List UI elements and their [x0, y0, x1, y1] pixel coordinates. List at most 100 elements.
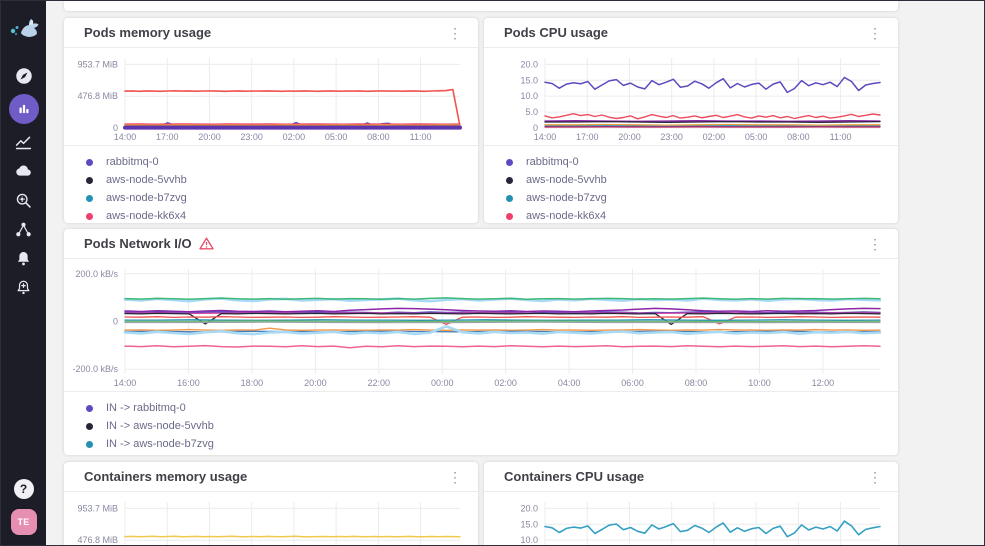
svg-text:00:00: 00:00	[431, 378, 454, 388]
svg-text:12:00: 12:00	[812, 378, 835, 388]
containers-memory-chart[interactable]: 14:0017:0020:0023:0002:0005:0008:0011:00…	[64, 492, 478, 545]
svg-text:10.0: 10.0	[520, 535, 538, 545]
card-title: Pods memory usage	[84, 25, 212, 40]
card-title: Containers memory usage	[84, 469, 248, 484]
legend-label: aws-node-5vvhb	[526, 174, 607, 186]
legend-item[interactable]: IN -> rabbitmq-0	[86, 399, 898, 417]
svg-text:11:00: 11:00	[410, 132, 432, 142]
legend-item[interactable]: rabbitmq-0	[86, 153, 478, 171]
card-header: Pods memory usage ⋮	[64, 18, 478, 48]
user-avatar[interactable]: TE	[10, 509, 37, 535]
legend-color-dot	[86, 212, 93, 220]
sidebar: ? TE	[1, 1, 46, 545]
card-pods-network-io: Pods Network I/O ⋮ 14:00 16:00 18:00 20:00 2…	[64, 229, 898, 455]
kebab-menu-icon[interactable]: ⋮	[864, 235, 886, 253]
legend-item[interactable]: aws-node-5vvhb	[86, 171, 478, 189]
svg-text:16:00: 16:00	[177, 378, 200, 388]
svg-text:08:00: 08:00	[367, 132, 390, 142]
legend-color-dot	[506, 194, 513, 202]
card-header: Containers CPU usage ⋮	[484, 462, 898, 492]
legend-label: aws-node-5vvhb	[106, 174, 187, 186]
legend-label: aws-node-b7zvg	[526, 192, 607, 204]
legend-label: IN -> rabbitmq-0	[106, 402, 186, 414]
legend-item[interactable]: rabbitmq-0	[506, 153, 898, 171]
sidebar-item-cloud[interactable]	[9, 160, 39, 182]
legend-color-dot	[506, 212, 513, 220]
svg-text:11:00: 11:00	[830, 132, 852, 142]
svg-text:10.0: 10.0	[520, 91, 538, 101]
pods-cpu-chart[interactable]: 14:00 17:00 20:00 23:00 02:00 05:00 08:00 11:00…	[484, 48, 898, 145]
help-button[interactable]: ?	[13, 479, 34, 499]
pods-network-io-chart[interactable]: 14:00 16:00 18:00 20:00 22:00 00:00 02:00 04:00…	[64, 259, 898, 391]
sidebar-item-overview[interactable]	[9, 65, 39, 87]
kebab-menu-icon[interactable]: ⋮	[444, 468, 466, 486]
svg-text:14:00: 14:00	[534, 132, 557, 142]
legend-color-dot	[86, 158, 93, 166]
legend-item[interactable]: IN -> aws-node-b7zvg	[86, 435, 898, 453]
kebab-menu-icon[interactable]: ⋮	[864, 468, 886, 486]
svg-text:08:00: 08:00	[685, 378, 708, 388]
dashboard-main: Pods memory usage ⋮ 14:00 17:00 20:00 23:00…	[46, 1, 984, 545]
chart-legend: rabbitmq-0 aws-node-5vvhb aws-node-b7zvg aw…	[484, 145, 898, 223]
svg-text:23:00: 23:00	[660, 132, 683, 142]
chart-legend: rabbitmq-0 aws-node-5vvhb aws-node-b7zvg aw…	[64, 145, 478, 223]
card-pods-memory: Pods memory usage ⋮ 14:00 17:00 20:00 23:00…	[64, 18, 478, 223]
legend-color-dot	[86, 176, 93, 184]
svg-text:08:00: 08:00	[787, 132, 810, 142]
svg-text:15.0: 15.0	[520, 75, 538, 85]
svg-text:02:00: 02:00	[283, 132, 306, 142]
legend-label: aws-node-kk6x4	[106, 210, 187, 222]
legend-color-dot	[86, 404, 93, 412]
legend-item[interactable]: aws-node-5vvhb	[506, 171, 898, 189]
svg-text:17:00: 17:00	[576, 132, 599, 142]
sidebar-item-network-map[interactable]	[9, 218, 39, 240]
svg-text:-200.0 kB/s: -200.0 kB/s	[72, 364, 118, 374]
legend-item[interactable]: aws-node-b7zvg	[86, 189, 478, 207]
svg-text:02:00: 02:00	[703, 132, 726, 142]
help-icon: ?	[19, 482, 28, 496]
containers-cpu-chart[interactable]: 14:0017:0020:0023:0002:0005:0008:0011:00…	[484, 492, 898, 545]
svg-text:476.8 MiB: 476.8 MiB	[77, 91, 118, 101]
card-header: Containers memory usage ⋮	[64, 462, 478, 492]
card-containers-cpu: Containers CPU usage ⋮ 14:0017:0020:0023…	[484, 462, 898, 545]
svg-text:05:00: 05:00	[325, 132, 348, 142]
legend-item[interactable]: aws-node-kk6x4	[86, 207, 478, 223]
svg-text:18:00: 18:00	[241, 378, 264, 388]
svg-text:06:00: 06:00	[621, 378, 644, 388]
legend-item[interactable]: aws-node-b7zvg	[506, 189, 898, 207]
svg-text:10:00: 10:00	[748, 378, 771, 388]
legend-color-dot	[86, 194, 93, 202]
sidebar-item-notifications[interactable]	[9, 247, 39, 269]
sidebar-item-add-alert[interactable]	[9, 276, 39, 298]
sidebar-nav	[8, 65, 39, 298]
chart-legend: IN -> rabbitmq-0 IN -> aws-node-5vvhb IN -…	[64, 391, 898, 455]
kebab-menu-icon[interactable]: ⋮	[444, 24, 466, 42]
card-title: Containers CPU usage	[504, 469, 645, 484]
legend-color-dot	[506, 158, 513, 166]
svg-text:0: 0	[113, 123, 118, 133]
legend-item[interactable]: IN -> aws-node-5vvhb	[86, 417, 898, 435]
app-logo-rabbit[interactable]	[8, 13, 40, 41]
legend-label: rabbitmq-0	[526, 156, 579, 168]
sidebar-item-search-settings[interactable]	[9, 189, 39, 211]
svg-text:20:00: 20:00	[618, 132, 641, 142]
legend-label: aws-node-kk6x4	[526, 210, 607, 222]
legend-color-dot	[86, 422, 93, 430]
legend-item[interactable]: aws-node-kk6x4	[506, 207, 898, 223]
svg-text:04:00: 04:00	[558, 378, 581, 388]
sidebar-item-metrics[interactable]	[8, 94, 39, 124]
pods-memory-chart[interactable]: 14:00 17:00 20:00 23:00 02:00 05:00 08:00 11:00…	[64, 48, 478, 145]
network-nodes-icon	[16, 222, 31, 236]
legend-item[interactable]: IN -> aws-node-kk6x4	[86, 453, 898, 455]
bell-icon	[17, 251, 30, 265]
svg-text:02:00: 02:00	[494, 378, 517, 388]
avatar-initials: TE	[17, 517, 30, 527]
legend-label: rabbitmq-0	[106, 156, 159, 168]
kebab-menu-icon[interactable]: ⋮	[864, 24, 886, 42]
sidebar-item-trends[interactable]	[9, 131, 39, 153]
svg-text:20.0: 20.0	[520, 503, 538, 513]
svg-text:20.0: 20.0	[520, 59, 538, 69]
svg-text:0: 0	[533, 123, 538, 133]
svg-text:5.0: 5.0	[525, 107, 538, 117]
